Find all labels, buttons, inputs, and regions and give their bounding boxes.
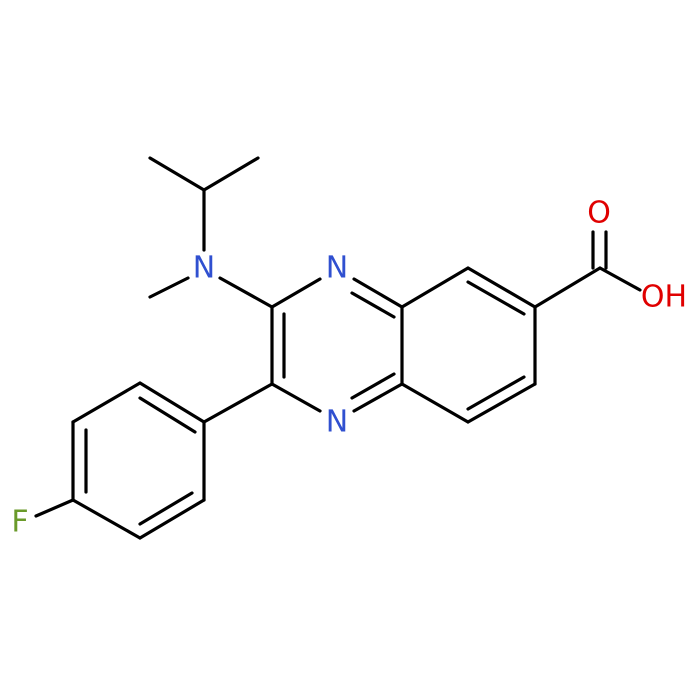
atom-label: F	[11, 505, 28, 540]
atom-label: N	[193, 251, 215, 286]
atom-label: OH	[641, 280, 687, 315]
atom-label: N	[326, 405, 348, 440]
atom-label: N	[326, 251, 348, 286]
bonds	[34, 156, 642, 540]
atom-label: O	[587, 196, 611, 231]
